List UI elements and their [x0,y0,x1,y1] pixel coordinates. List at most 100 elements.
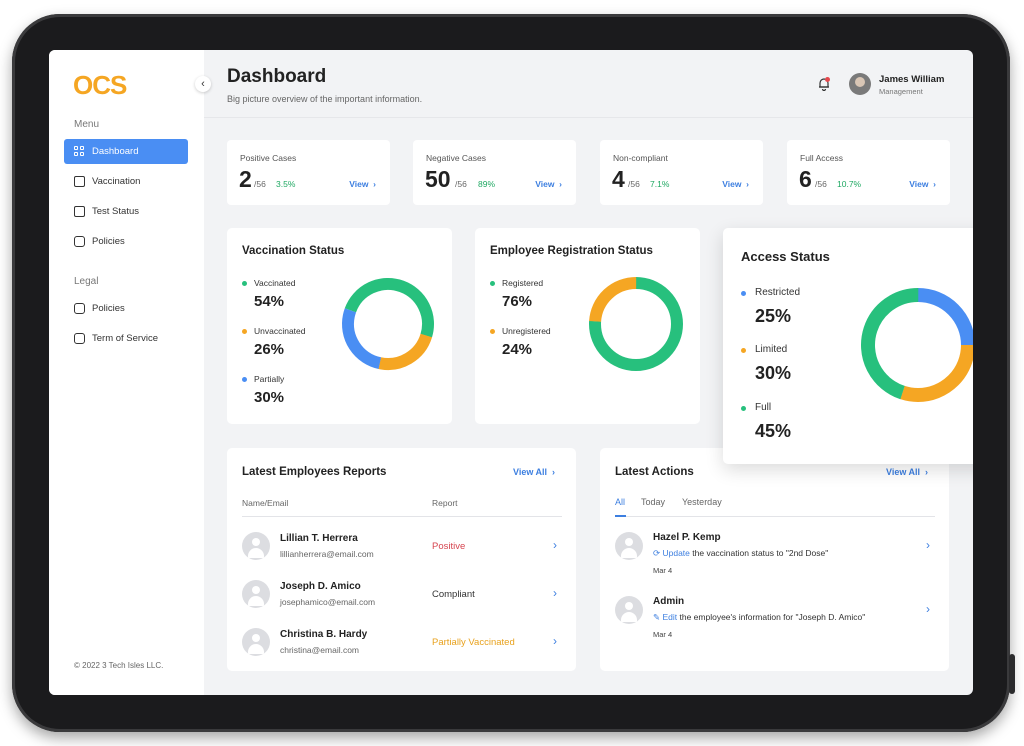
employee-name: Joseph D. Amico [280,581,361,592]
sidebar: OCS Menu Dashboard Vaccination Test Stat… [49,50,204,695]
legend-label: Limited [755,344,788,355]
sidebar-item-label: Policies [92,236,125,247]
report-status: Compliant [432,589,475,600]
stat-label: Non-compliant [613,153,668,163]
menu-section-label: Menu [74,119,100,130]
tab-yesterday[interactable]: Yesterday [682,497,722,507]
report-status: Positive [432,541,466,552]
stat-total: /56 [455,179,467,189]
vaccination-donut-chart [342,278,434,370]
legend-value: 24% [502,341,533,358]
avatar [242,532,270,560]
access-donut-chart [861,288,973,402]
stat-card-positive: Positive Cases 2 /56 3.5% View › [227,140,390,205]
donut-segment-limited [861,288,973,402]
stat-value: 6 [799,166,812,192]
legend-label: Vaccinated [254,278,296,288]
sidebar-item-legal-policies[interactable]: Policies [64,296,188,321]
chevron-right-icon[interactable]: › [926,538,930,552]
avatar[interactable] [849,73,871,95]
legend-label: Restricted [755,287,801,298]
legend-value: 30% [254,389,285,406]
clipboard-icon [74,303,85,314]
app-screen: OCS Menu Dashboard Vaccination Test Stat… [49,50,973,695]
sidebar-item-label: Term of Service [92,333,158,344]
view-all-link[interactable]: View All › [513,467,556,477]
bell-icon[interactable] [817,77,831,91]
donut-segment-full [861,288,973,402]
sidebar-item-label: Vaccination [92,176,141,187]
actor-name: Hazel P. Kemp [653,532,721,543]
calendar-icon [74,176,85,187]
stat-label: Positive Cases [240,153,297,163]
employee-email: christina@email.com [280,645,360,655]
card-title: Employee Registration Status [490,245,653,257]
legend-dot-unregistered [490,329,495,334]
sidebar-item-label: Policies [92,303,125,314]
sidebar-item-policies[interactable]: Policies [64,229,188,254]
legend-value: 25% [755,306,792,326]
legend-value: 76% [502,293,533,310]
card-title: Latest Employees Reports [242,466,387,478]
legend-dot-partially [242,377,247,382]
view-all-link[interactable]: View All › [886,467,929,477]
employee-email: josephamico@email.com [280,597,376,607]
stat-value: 4 [612,166,625,192]
vaccination-status-card: Vaccination Status Vaccinated 54% Unvacc… [227,228,452,424]
donut-segment-partially [342,278,434,370]
avatar [615,596,643,624]
card-title: Latest Actions [615,466,694,478]
tablet-frame: OCS Menu Dashboard Vaccination Test Stat… [12,14,1015,732]
page-subtitle: Big picture overview of the important in… [227,94,423,104]
donut-segment-unvaccinated [342,278,434,370]
chevron-right-icon[interactable]: › [926,602,930,616]
view-link[interactable]: View › [349,179,376,189]
view-link[interactable]: View › [909,179,936,189]
sidebar-item-vaccination[interactable]: Vaccination [64,169,188,194]
action-verb: Update [662,548,690,558]
sidebar-item-label: Dashboard [92,146,139,157]
sidebar-item-dashboard[interactable]: Dashboard [64,139,188,164]
header-divider [204,117,973,118]
active-tab-indicator [615,515,626,517]
action-description: ⟳ Update the vaccination status to "2nd … [653,548,828,559]
action-detail: the vaccination status to "2nd Dose" [689,548,829,558]
chevron-right-icon[interactable]: › [553,538,557,552]
action-detail: the employee's information for "Joseph D… [677,612,866,622]
legend-value: 26% [254,341,285,358]
legend-dot-full [741,406,746,411]
card-title: Access Status [741,249,830,264]
stat-percent: 89% [478,179,496,189]
stat-label: Full Access [800,153,843,163]
access-status-card: Access Status Restricted 25% Limited 30%… [723,228,973,464]
test-icon [74,206,85,217]
stat-label: Negative Cases [426,153,487,163]
stat-percent: 3.5% [276,179,296,189]
chevron-right-icon[interactable]: › [553,586,557,600]
column-header-report: Report [432,498,458,508]
tabs-divider [615,516,935,517]
pencil-icon: ✎ [653,612,663,622]
registration-donut-chart [589,277,683,372]
chevron-left-icon[interactable]: ‹ [195,76,211,92]
card-title: Vaccination Status [242,245,345,257]
sidebar-item-label: Test Status [92,206,139,217]
tab-today[interactable]: Today [641,497,666,507]
employee-name: Lillian T. Herrera [280,533,358,544]
view-link[interactable]: View › [535,179,562,189]
sidebar-item-test-status[interactable]: Test Status [64,199,188,224]
latest-actions-card: Latest Actions View All › All Today Yest… [600,448,949,671]
stat-percent: 7.1% [650,179,670,189]
employee-name: Christina B. Hardy [280,629,368,640]
tab-all[interactable]: All [615,497,626,507]
chevron-right-icon[interactable]: › [553,634,557,648]
header-divider [242,516,562,517]
report-status: Partially Vaccinated [432,637,515,648]
legal-section-label: Legal [74,276,99,287]
stat-card-full-access: Full Access 6 /56 10.7% View › [787,140,950,205]
view-link[interactable]: View › [722,179,749,189]
donut-segment-vaccinated [342,278,434,370]
sidebar-item-term-of-service[interactable]: Term of Service [64,326,188,351]
stat-total: /56 [254,179,266,189]
user-name[interactable]: James William [879,74,945,85]
